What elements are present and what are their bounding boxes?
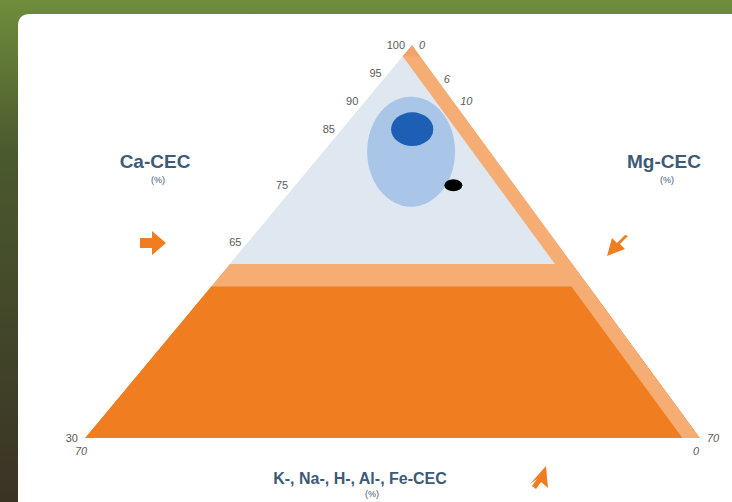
- background: [0, 0, 732, 502]
- panel: [18, 14, 732, 502]
- axis-unit: (%): [151, 175, 165, 185]
- tick-label: 6: [444, 73, 451, 85]
- tick-label: 30: [66, 432, 78, 444]
- axis-title: Ca-CEC: [120, 151, 191, 172]
- zone: [391, 112, 433, 146]
- axis-unit: (%): [660, 175, 674, 185]
- chart: 100 95 90 85 75 65 30 0 6 10 70 70 0 Ca-CEC (%) Mg-CEC (…: [0, 0, 732, 502]
- tick-label: 10: [460, 95, 473, 107]
- tick-label: 90: [346, 95, 358, 107]
- axis-title: Mg-CEC: [627, 151, 701, 172]
- tick-label: 70: [707, 432, 720, 444]
- zone: [367, 97, 455, 207]
- arrow: [530, 466, 548, 489]
- tick-label: 75: [276, 179, 288, 191]
- tick-label: 0: [419, 39, 426, 51]
- sample-point: [444, 179, 462, 191]
- triangle: [85, 45, 700, 438]
- arrow: [140, 231, 166, 255]
- tick-label: 95: [369, 67, 381, 79]
- region: [85, 286, 700, 438]
- arrow: [607, 235, 628, 256]
- axis-title: K-, Na-, H-, Al-, Fe-CEC: [273, 470, 447, 487]
- tick-label: 65: [229, 236, 241, 248]
- region: [403, 45, 421, 56]
- plot-area: [85, 45, 700, 438]
- tick-label: 0: [693, 445, 700, 457]
- tick-label: 85: [323, 123, 335, 135]
- region: [403, 45, 700, 438]
- region: [85, 264, 700, 438]
- tick-label: 70: [75, 445, 88, 457]
- axis-unit: (%): [365, 489, 379, 499]
- tick-label: 100: [387, 39, 405, 51]
